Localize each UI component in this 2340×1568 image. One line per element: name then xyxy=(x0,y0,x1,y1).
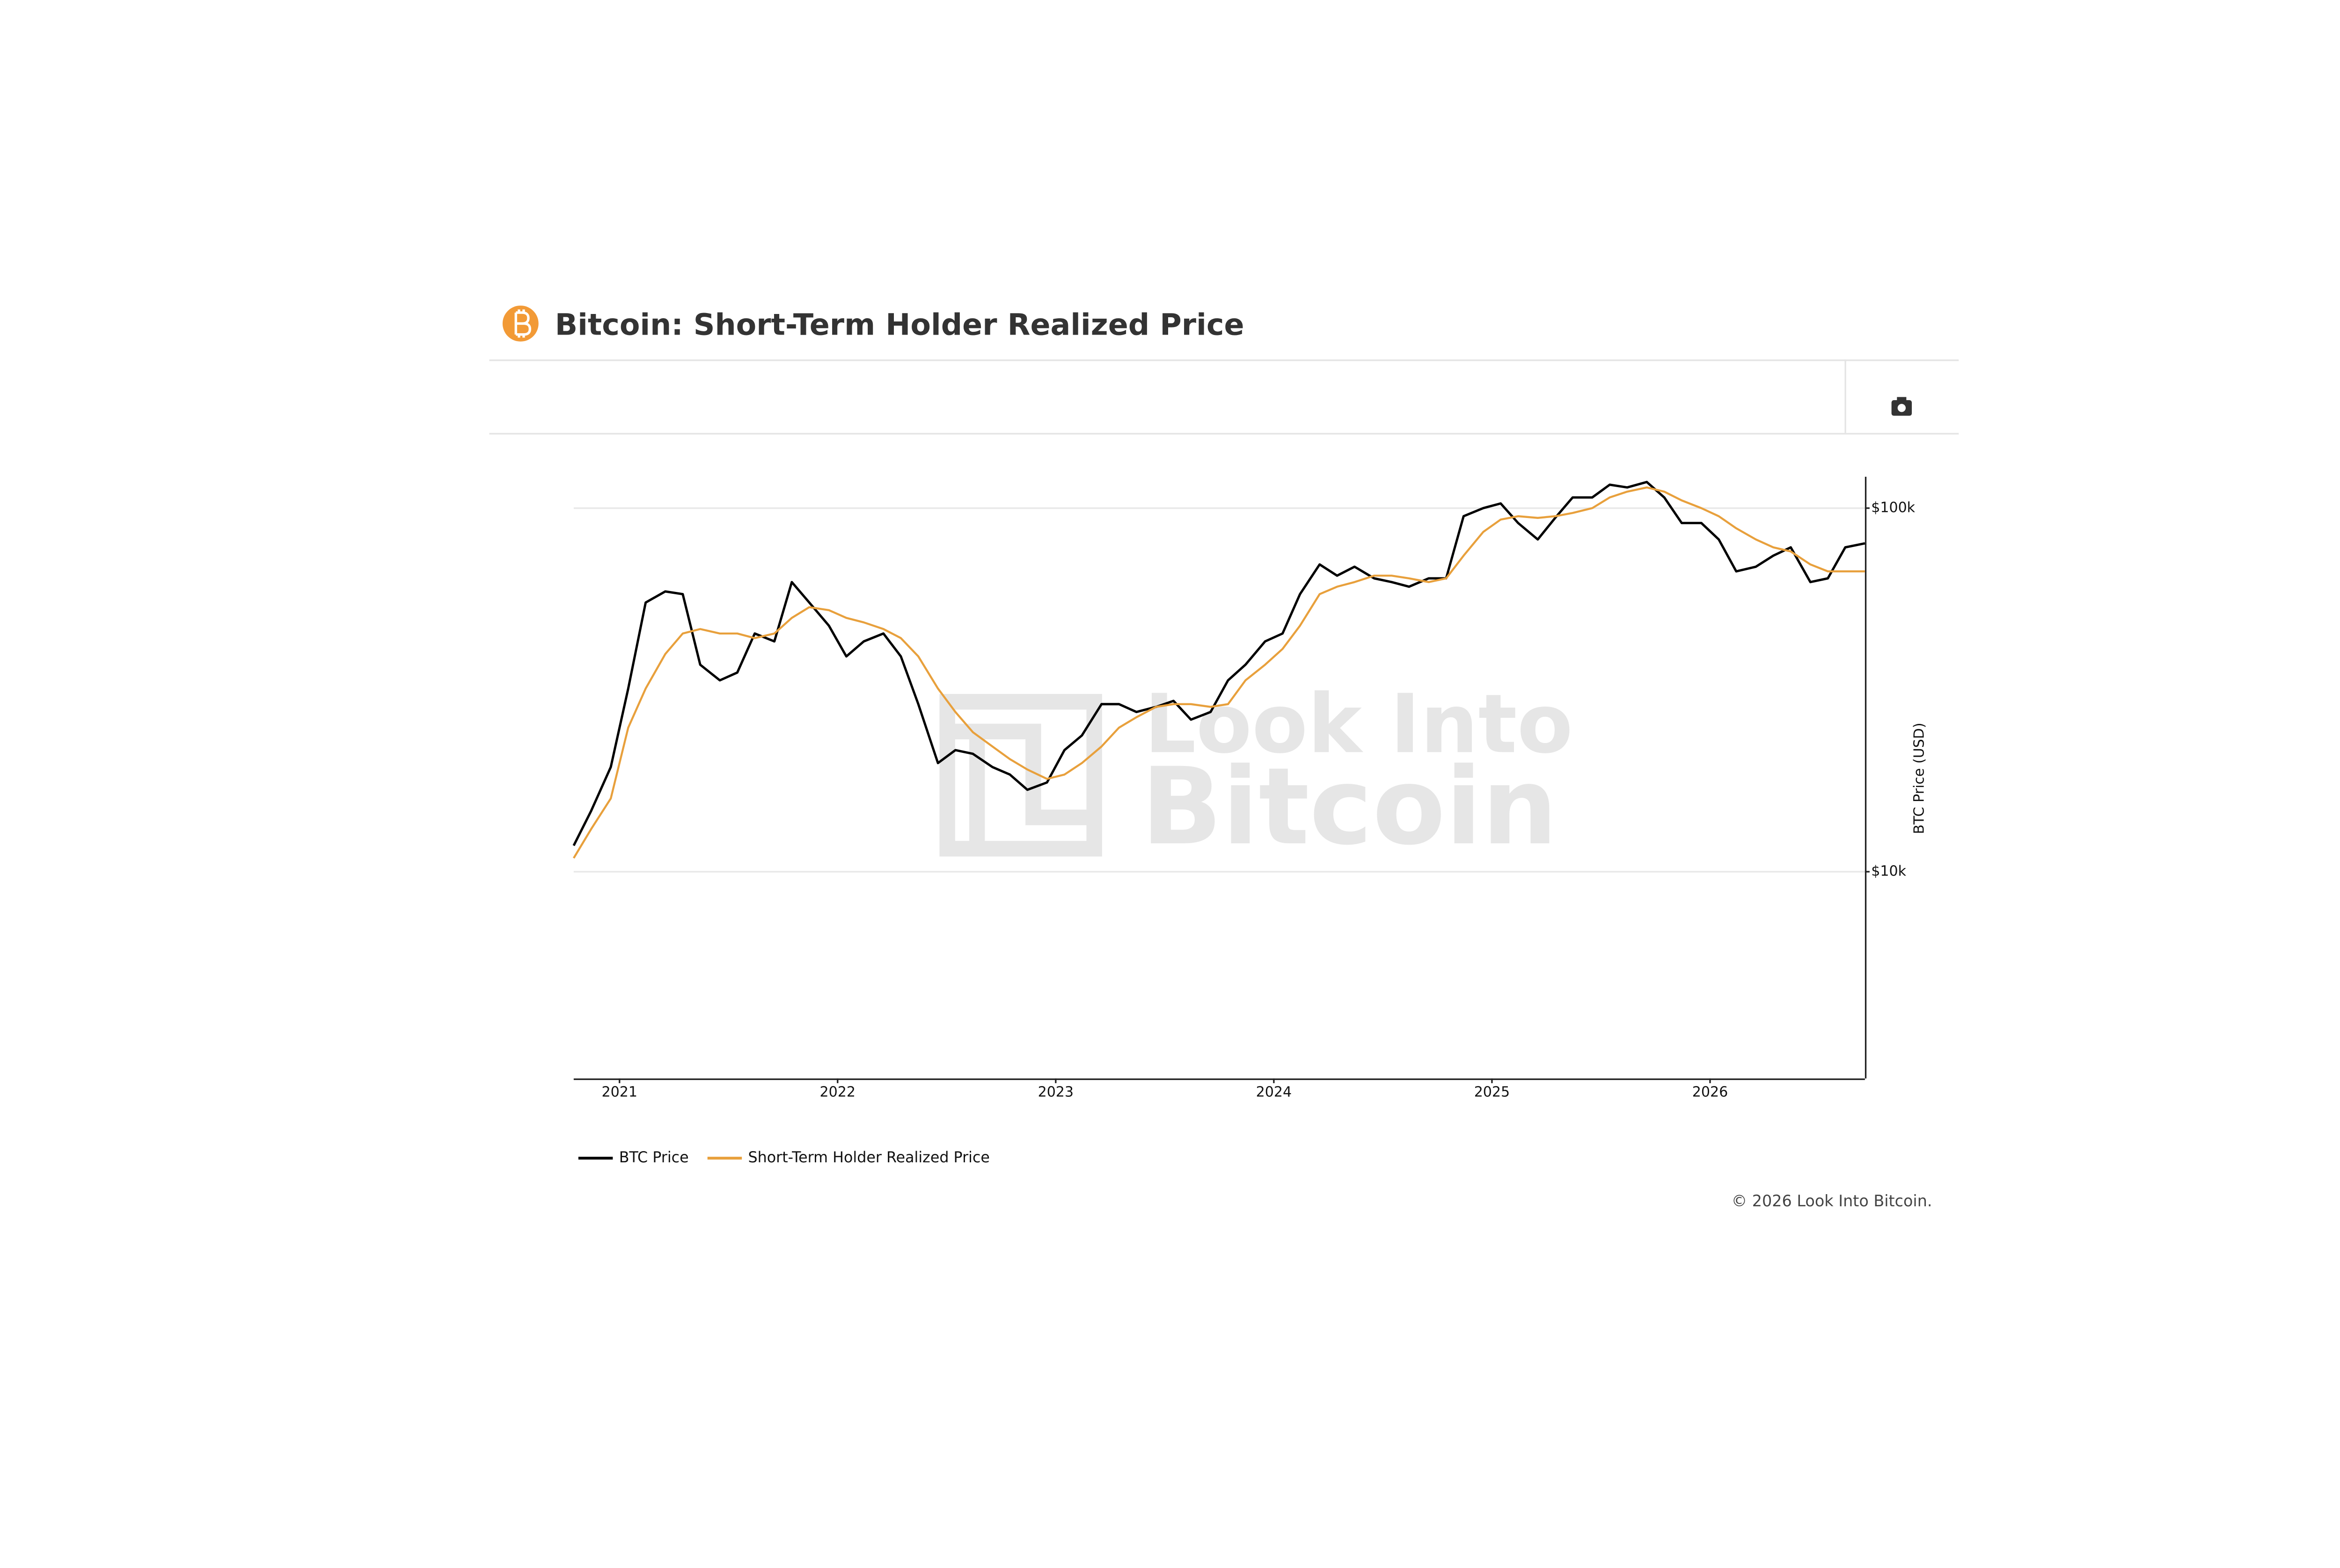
copyright: © 2026 Look Into Bitcoin. xyxy=(1732,1192,1932,1210)
plot-area: $10k $100k 2021 2022 2023 2024 2025 2026 BTC Pri… xyxy=(572,481,1916,1166)
watermark-box xyxy=(939,694,1102,857)
x-tick-label: 2026 xyxy=(1692,1084,1728,1100)
x-tick-label: 2023 xyxy=(1038,1084,1074,1100)
camera-top xyxy=(1897,397,1907,402)
watermark-text: Look Into xyxy=(1144,677,1573,771)
watermark-logo xyxy=(939,694,1102,857)
y-tick-label: $100k xyxy=(1871,499,1915,516)
screenshot-button[interactable] xyxy=(1891,397,1912,416)
series-line xyxy=(572,486,1865,859)
x-tick-label: 2025 xyxy=(1474,1084,1510,1100)
camera-lens xyxy=(1897,404,1906,412)
legend-label: Short-Term Holder Realized Price xyxy=(748,1149,990,1166)
y-axis-title: BTC Price (USD) xyxy=(1911,722,1927,834)
watermark-text: Bitcoin xyxy=(1141,744,1558,868)
watermark-mark xyxy=(947,723,1095,849)
x-tick-label: 2021 xyxy=(601,1084,637,1100)
x-tick-label: 2024 xyxy=(1256,1084,1292,1100)
bitcoin-glyph xyxy=(514,309,532,338)
series-line xyxy=(572,481,1865,846)
x-tick-label: 2022 xyxy=(820,1084,856,1100)
chart-title: Bitcoin: Short-Term Holder Realized Pric… xyxy=(555,307,1244,342)
y-tick-label: $10k xyxy=(1871,863,1906,879)
legend-label: BTC Price xyxy=(619,1149,689,1166)
